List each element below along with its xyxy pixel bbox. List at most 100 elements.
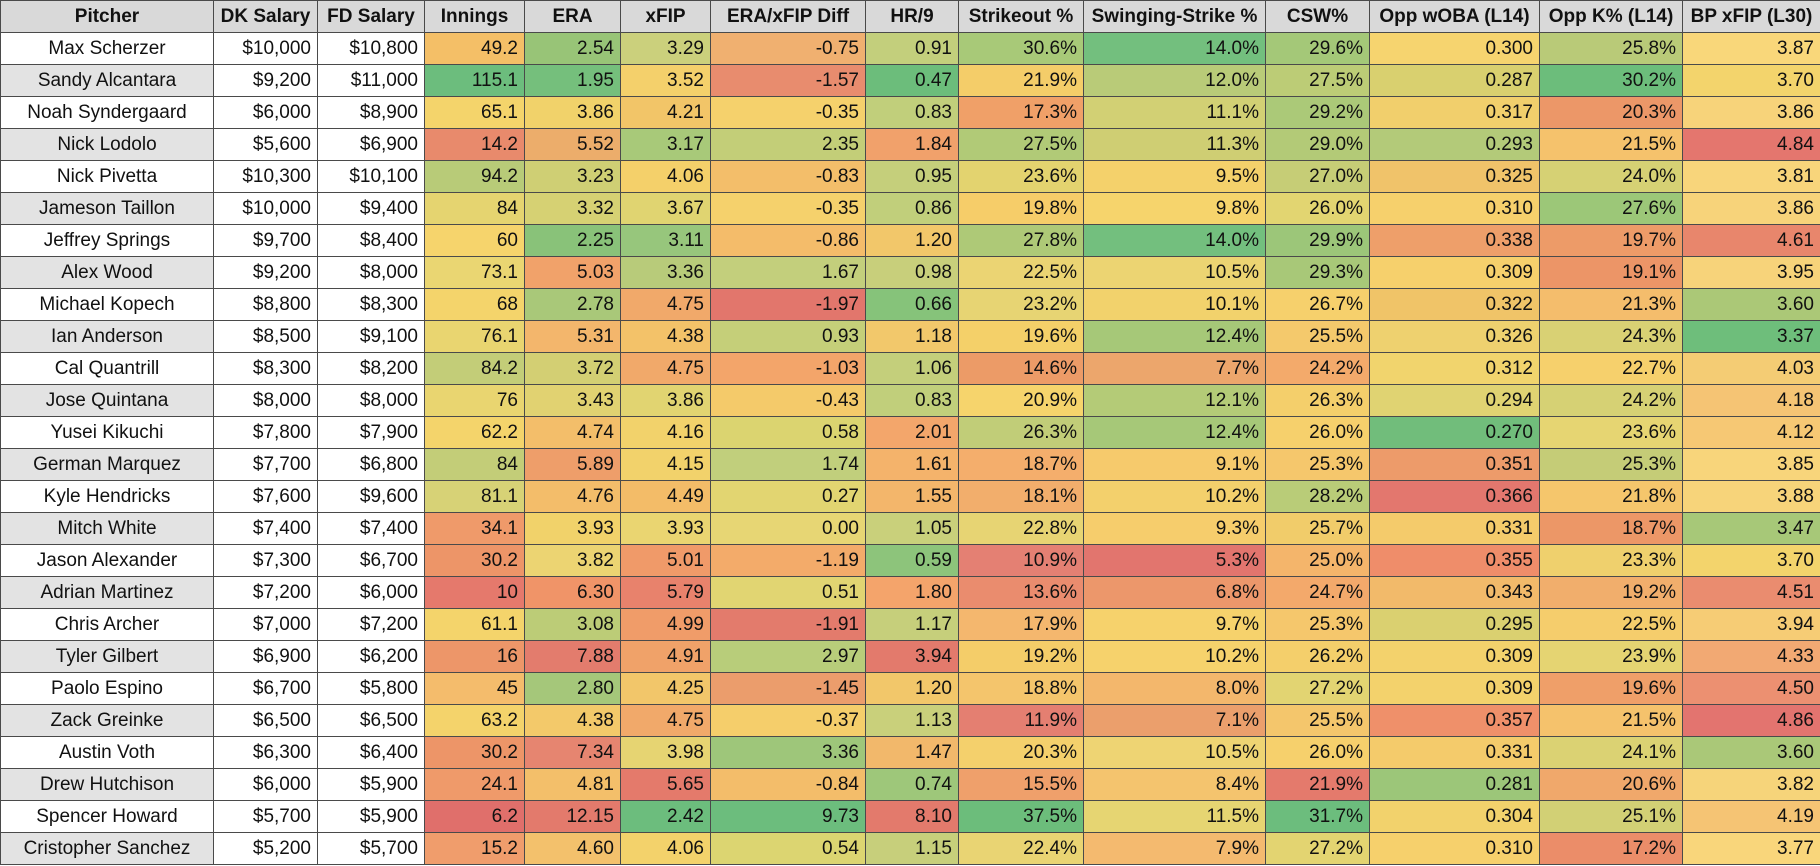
cell-dk-salary: $10,000: [213, 192, 318, 225]
cell-swinging-strike-pct: 10.2%: [1083, 640, 1266, 673]
column-header-era: ERA: [524, 0, 621, 33]
cell-opp-k-pct-l14: 25.8%: [1539, 32, 1683, 65]
cell-swinging-strike-pct: 10.2%: [1083, 480, 1266, 513]
cell-opp-woba-l14: 0.331: [1369, 736, 1540, 769]
cell-strikeout-pct: 37.5%: [958, 800, 1084, 833]
table-row: Jameson Taillon $10,000 $9,400 84 3.32 3.67 -0…: [0, 192, 1820, 225]
cell-fd-salary: $6,200: [317, 640, 425, 673]
cell-opp-k-pct-l14: 23.3%: [1539, 544, 1683, 577]
pitcher-name-cell: Jeffrey Springs: [0, 224, 214, 257]
cell-xfip: 4.91: [620, 640, 711, 673]
cell-swinging-strike-pct: 10.5%: [1083, 736, 1266, 769]
cell-swinging-strike-pct: 6.8%: [1083, 576, 1266, 609]
cell-fd-salary: $6,900: [317, 128, 425, 161]
cell-strikeout-pct: 19.8%: [958, 192, 1084, 225]
cell-fd-salary: $8,000: [317, 256, 425, 289]
cell-era: 3.72: [524, 352, 621, 385]
cell-hr-per-9: 0.95: [865, 160, 959, 193]
cell-opp-woba-l14: 0.331: [1369, 512, 1540, 545]
cell-hr-per-9: 1.80: [865, 576, 959, 609]
column-header-strikeout-pct: Strikeout %: [958, 0, 1084, 33]
cell-bp-xfip-l30: 3.95: [1682, 256, 1820, 289]
cell-era-xfip-diff: 2.35: [710, 128, 866, 161]
cell-swinging-strike-pct: 8.0%: [1083, 672, 1266, 705]
cell-csw-pct: 29.0%: [1265, 128, 1370, 161]
pitcher-name-cell: Jason Alexander: [0, 544, 214, 577]
cell-bp-xfip-l30: 3.94: [1682, 608, 1820, 641]
cell-bp-xfip-l30: 3.86: [1682, 192, 1820, 225]
cell-era: 4.76: [524, 480, 621, 513]
cell-era-xfip-diff: 0.58: [710, 416, 866, 449]
cell-xfip: 3.93: [620, 512, 711, 545]
cell-era-xfip-diff: -0.75: [710, 32, 866, 65]
table-row: Jose Quintana $8,000 $8,000 76 3.43 3.86 -0.43…: [0, 384, 1820, 417]
cell-strikeout-pct: 14.6%: [958, 352, 1084, 385]
cell-dk-salary: $7,700: [213, 448, 318, 481]
cell-fd-salary: $9,400: [317, 192, 425, 225]
column-header-xfip: xFIP: [620, 0, 711, 33]
cell-fd-salary: $6,400: [317, 736, 425, 769]
cell-era-xfip-diff: 0.93: [710, 320, 866, 353]
cell-swinging-strike-pct: 11.3%: [1083, 128, 1266, 161]
cell-fd-salary: $5,700: [317, 832, 425, 865]
column-header-csw-pct: CSW%: [1265, 0, 1370, 33]
cell-bp-xfip-l30: 3.81: [1682, 160, 1820, 193]
cell-strikeout-pct: 23.2%: [958, 288, 1084, 321]
cell-hr-per-9: 0.91: [865, 32, 959, 65]
cell-csw-pct: 21.9%: [1265, 768, 1370, 801]
cell-hr-per-9: 0.86: [865, 192, 959, 225]
cell-innings: 63.2: [424, 704, 525, 737]
cell-dk-salary: $7,300: [213, 544, 318, 577]
cell-dk-salary: $5,200: [213, 832, 318, 865]
cell-csw-pct: 29.6%: [1265, 32, 1370, 65]
cell-era-xfip-diff: -1.45: [710, 672, 866, 705]
cell-innings: 73.1: [424, 256, 525, 289]
cell-strikeout-pct: 22.5%: [958, 256, 1084, 289]
cell-innings: 6.2: [424, 800, 525, 833]
cell-opp-woba-l14: 0.309: [1369, 672, 1540, 705]
table-row: Nick Pivetta $10,300 $10,100 94.2 3.23 4.06 -0…: [0, 160, 1820, 193]
cell-innings: 60: [424, 224, 525, 257]
pitcher-name-cell: Paolo Espino: [0, 672, 214, 705]
cell-xfip: 3.11: [620, 224, 711, 257]
pitcher-name-cell: Mitch White: [0, 512, 214, 545]
table-row: Michael Kopech $8,800 $8,300 68 2.78 4.75 -1.9…: [0, 288, 1820, 321]
cell-opp-k-pct-l14: 17.2%: [1539, 832, 1683, 865]
cell-opp-woba-l14: 0.295: [1369, 608, 1540, 641]
cell-xfip: 3.98: [620, 736, 711, 769]
cell-bp-xfip-l30: 4.12: [1682, 416, 1820, 449]
cell-era-xfip-diff: 0.00: [710, 512, 866, 545]
cell-era: 3.32: [524, 192, 621, 225]
cell-hr-per-9: 1.17: [865, 608, 959, 641]
cell-opp-woba-l14: 0.351: [1369, 448, 1540, 481]
cell-fd-salary: $8,400: [317, 224, 425, 257]
table-row: Nick Lodolo $5,600 $6,900 14.2 5.52 3.17 2.35 1…: [0, 128, 1820, 161]
cell-csw-pct: 26.7%: [1265, 288, 1370, 321]
cell-swinging-strike-pct: 12.0%: [1083, 64, 1266, 97]
cell-xfip: 4.99: [620, 608, 711, 641]
cell-bp-xfip-l30: 4.50: [1682, 672, 1820, 705]
cell-dk-salary: $6,900: [213, 640, 318, 673]
cell-opp-woba-l14: 0.293: [1369, 128, 1540, 161]
table-row: Jason Alexander $7,300 $6,700 30.2 3.82 5.01-…: [0, 544, 1820, 577]
cell-fd-salary: $8,000: [317, 384, 425, 417]
cell-bp-xfip-l30: 4.18: [1682, 384, 1820, 417]
pitcher-name-cell: Nick Pivetta: [0, 160, 214, 193]
cell-swinging-strike-pct: 7.9%: [1083, 832, 1266, 865]
cell-xfip: 3.86: [620, 384, 711, 417]
cell-bp-xfip-l30: 3.86: [1682, 96, 1820, 129]
cell-strikeout-pct: 18.1%: [958, 480, 1084, 513]
cell-opp-woba-l14: 0.343: [1369, 576, 1540, 609]
cell-strikeout-pct: 20.3%: [958, 736, 1084, 769]
cell-era-xfip-diff: -0.35: [710, 192, 866, 225]
cell-xfip: 4.75: [620, 352, 711, 385]
cell-opp-k-pct-l14: 20.6%: [1539, 768, 1683, 801]
column-header-hr-per-9: HR/9: [865, 0, 959, 33]
cell-fd-salary: $6,700: [317, 544, 425, 577]
cell-opp-woba-l14: 0.326: [1369, 320, 1540, 353]
table-row: Noah Syndergaard $6,000 $8,900 65.1 3.86 4.21…: [0, 96, 1820, 129]
cell-innings: 84: [424, 192, 525, 225]
cell-opp-woba-l14: 0.300: [1369, 32, 1540, 65]
cell-dk-salary: $6,500: [213, 704, 318, 737]
cell-hr-per-9: 1.18: [865, 320, 959, 353]
